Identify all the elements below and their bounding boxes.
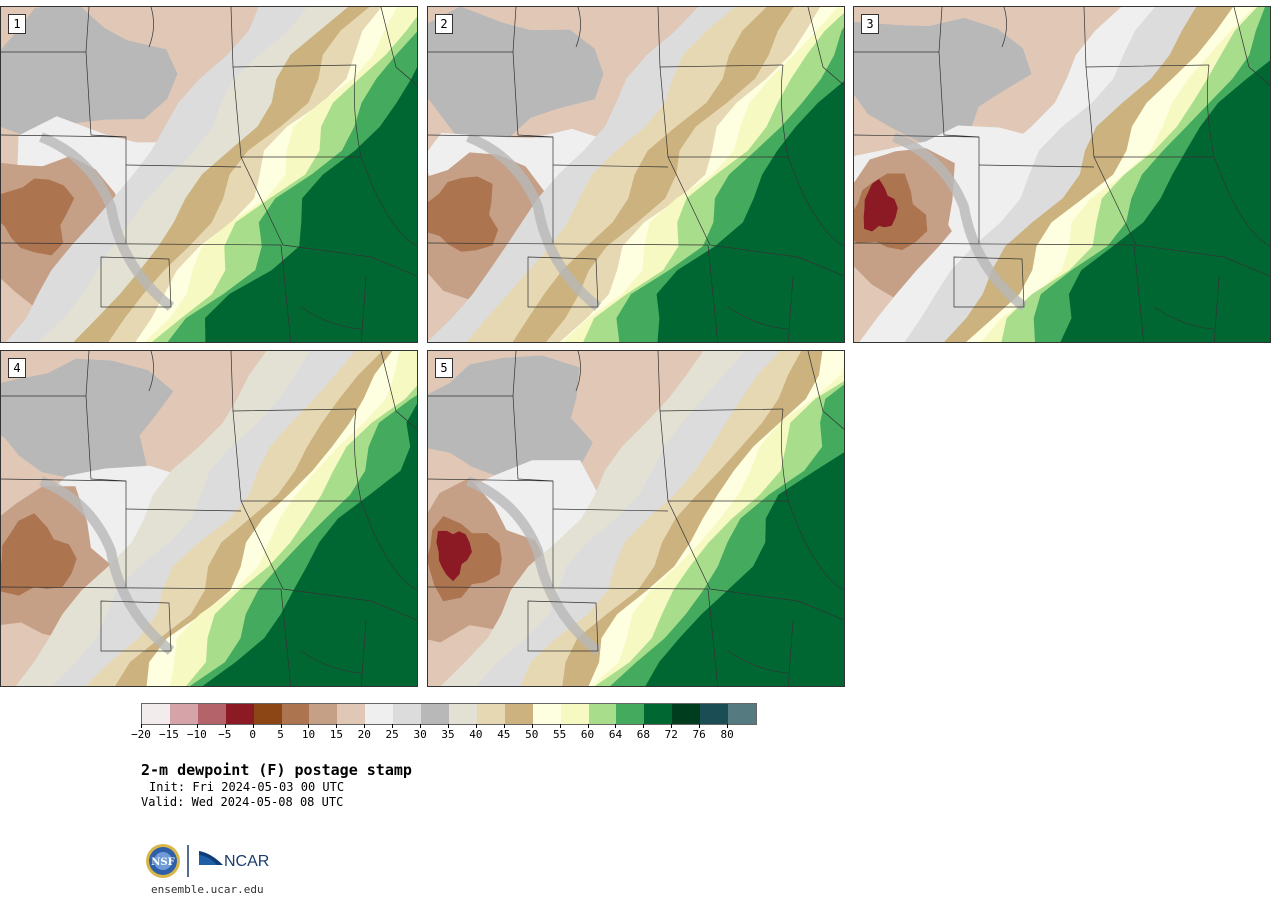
plot-title: 2-m dewpoint (F) postage stamp — [141, 761, 412, 779]
colorbar-tick-label: 10 — [301, 728, 316, 741]
colorbar-swatch — [169, 704, 198, 724]
colorbar-swatch — [588, 704, 617, 724]
dewpoint-map — [1, 7, 417, 342]
colorbar-tick-label: −5 — [218, 728, 232, 741]
website-label: ensemble.ucar.edu — [151, 883, 264, 896]
colorbar-tick-label: −10 — [186, 728, 207, 741]
colorbar-tick-label: 25 — [385, 728, 399, 741]
panel-number-label: 5 — [435, 358, 453, 378]
colorbar-swatch — [672, 704, 701, 724]
colorbar-swatch — [616, 704, 645, 724]
colorbar-swatch — [253, 704, 282, 724]
colorbar-tick-label: 20 — [357, 728, 371, 741]
ncar-logo-icon: NCAR — [199, 851, 269, 870]
map-panel-3: 3 — [853, 6, 1271, 343]
colorbar-tick-label: 50 — [525, 728, 539, 741]
colorbar-swatch — [476, 704, 505, 724]
colorbar-swatch — [365, 704, 394, 724]
colorbar-tick-label: 40 — [469, 728, 483, 741]
colorbar-swatch — [421, 704, 449, 724]
colorbar-tick-label: −15 — [158, 728, 179, 741]
colorbar-swatch — [281, 704, 310, 724]
colorbar-tick-label: 5 — [277, 728, 284, 741]
colorbar-tick-label: 60 — [580, 728, 595, 741]
colorbar-swatch — [393, 704, 422, 724]
colorbar-swatch — [700, 704, 729, 724]
colorbar-ticks: −20 −15 −10 −5 0 5 10 15 20 25 30 35 40 45 50 55 60 64 68 7… — [131, 724, 757, 744]
map-panel-5: 5 — [427, 350, 845, 687]
dewpoint-map — [428, 7, 844, 342]
colorbar-tick-label: 55 — [553, 728, 567, 741]
colorbar-swatch — [728, 704, 756, 724]
map-panel-4: 4 — [0, 350, 418, 687]
colorbar-tick-label: 68 — [636, 728, 650, 741]
dewpoint-map — [428, 351, 844, 686]
colorbar-swatch — [225, 704, 254, 724]
panel-number-label: 3 — [861, 14, 879, 34]
colorbar-tick-label: −20 — [131, 728, 151, 741]
panel-number-label: 2 — [435, 14, 453, 34]
colorbar-tick-label: 15 — [329, 728, 343, 741]
nsf-ncar-logo: NSF NCAR — [145, 843, 275, 879]
colorbar — [141, 703, 757, 725]
colorbar-tick-label: 72 — [664, 728, 678, 741]
colorbar-swatch — [504, 704, 533, 724]
colorbar-tick-label: 64 — [608, 728, 623, 741]
colorbar-swatch — [644, 704, 673, 724]
valid-time: Valid: Wed 2024-05-08 08 UTC — [141, 795, 344, 809]
panel-number-label: 4 — [8, 358, 26, 378]
colorbar-tick-label: 30 — [413, 728, 427, 741]
dewpoint-map — [1, 351, 417, 686]
colorbar-swatch — [532, 704, 561, 724]
colorbar-tick-label: 35 — [441, 728, 455, 741]
colorbar-tick-label: 76 — [692, 728, 706, 741]
colorbar-tick-label: 45 — [497, 728, 511, 741]
panel-number-label: 1 — [8, 14, 26, 34]
dewpoint-map — [854, 7, 1270, 342]
map-panel-1: 1 — [0, 6, 418, 343]
nsf-text: NSF — [151, 857, 174, 868]
colorbar-swatch — [448, 704, 477, 724]
colorbar-swatch — [197, 704, 226, 724]
colorbar-swatch — [309, 704, 338, 724]
colorbar-swatch — [142, 704, 170, 724]
init-time: Init: Fri 2024-05-03 00 UTC — [149, 780, 345, 794]
ncar-text: NCAR — [224, 853, 269, 870]
colorbar-tick-label: 0 — [249, 728, 256, 741]
nsf-seal-icon: NSF — [146, 844, 180, 878]
colorbar-tick-label: 80 — [720, 728, 734, 741]
colorbar-swatch — [560, 704, 589, 724]
map-panel-2: 2 — [427, 6, 845, 343]
colorbar-swatch — [337, 704, 366, 724]
